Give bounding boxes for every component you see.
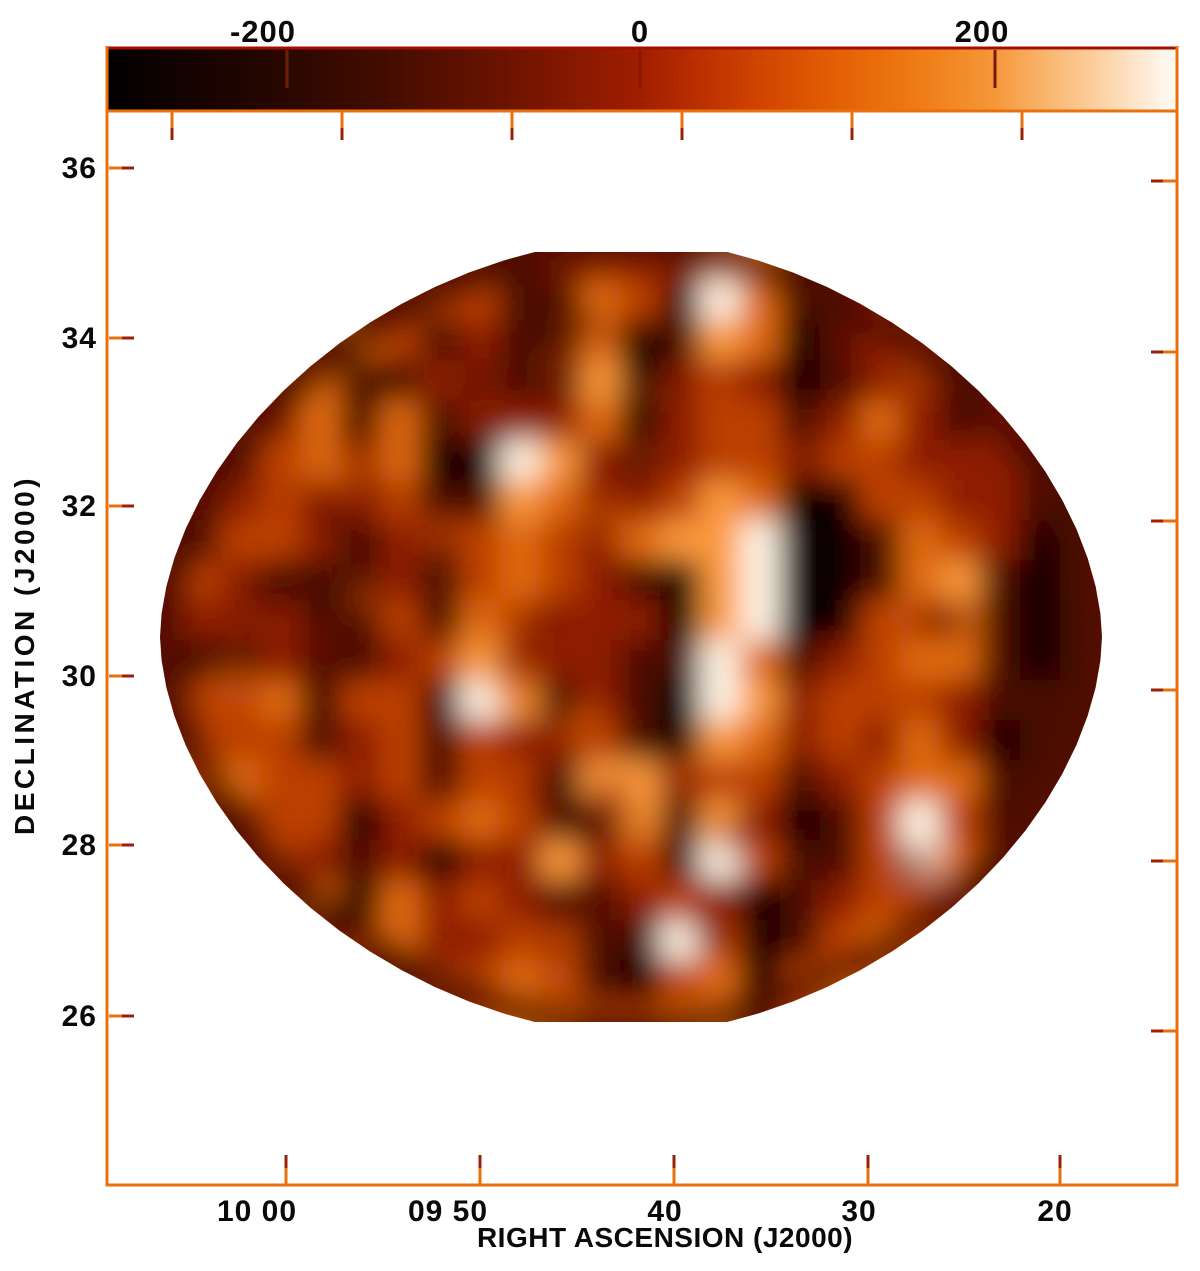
svg-text:10 00: 10 00 (217, 1195, 297, 1228)
svg-text:0: 0 (631, 14, 649, 49)
svg-text:34: 34 (62, 322, 97, 355)
svg-text:30: 30 (841, 1195, 876, 1228)
svg-text:36: 36 (62, 152, 97, 185)
svg-text:30: 30 (62, 660, 97, 693)
svg-text:28: 28 (62, 829, 97, 862)
svg-text:09 50: 09 50 (408, 1195, 488, 1228)
svg-text:200: 200 (955, 14, 1010, 49)
svg-text:-200: -200 (230, 14, 296, 49)
svg-text:DECLINATION (J2000): DECLINATION (J2000) (9, 475, 40, 835)
svg-text:RIGHT ASCENSION (J2000): RIGHT ASCENSION (J2000) (477, 1222, 853, 1253)
svg-text:40: 40 (647, 1195, 682, 1228)
svg-text:32: 32 (62, 490, 97, 523)
svg-text:20: 20 (1037, 1195, 1072, 1228)
svg-text:26: 26 (62, 1000, 97, 1033)
